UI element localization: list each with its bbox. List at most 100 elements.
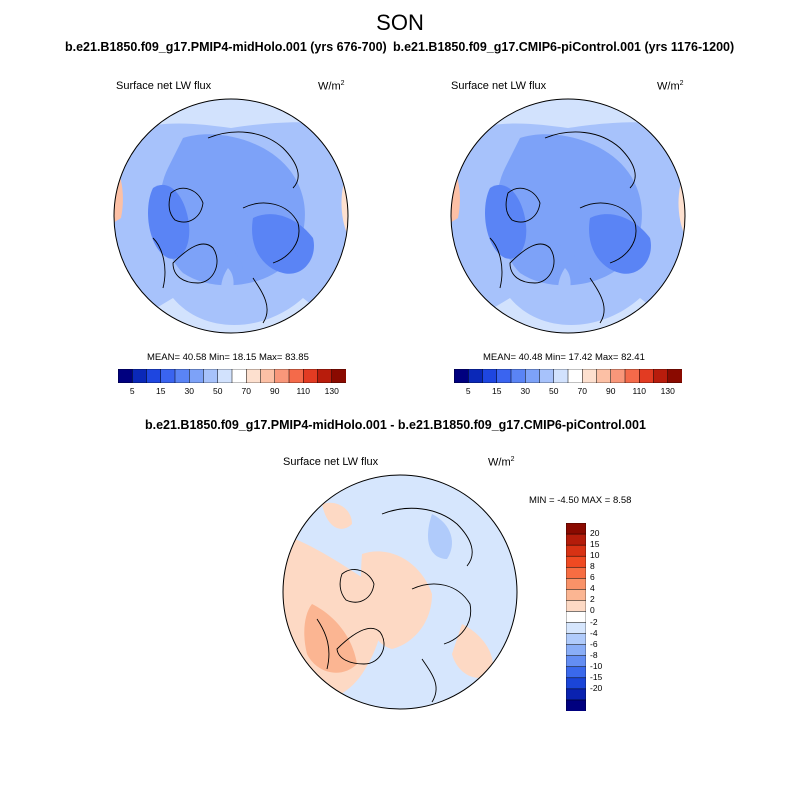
diff-colorbar-box — [566, 544, 586, 557]
panel-2-stats: MEAN= 40.48 Min= 17.42 Max= 82.41 — [483, 352, 645, 363]
diff-colorbar-box — [566, 688, 586, 701]
diff-colorbar-tick-label: 0 — [590, 605, 595, 616]
panel-1-colorbar-box — [246, 369, 262, 383]
panel-2-map — [450, 98, 686, 334]
diff-colorbar-box — [566, 566, 586, 579]
panel-1-colorbar-tick-label: 5 — [129, 386, 135, 396]
panel-2-units: W/m2 — [657, 80, 684, 93]
panel-1-colorbar-tick-label: 50 — [213, 386, 223, 396]
diff-colorbar-box — [566, 555, 586, 568]
panel-2-colorbar-tick-label: 5 — [465, 386, 471, 396]
diff-colorbar-box — [566, 677, 586, 690]
panel-2-colorbar-box — [653, 369, 669, 383]
panel-2-colorbar-box — [510, 369, 526, 383]
diff-panel-colorbar-ticks: 20 15 10 8 6 4 2 0 -2 -4 -6 -8 -10 -15 -20 — [590, 523, 620, 711]
diff-colorbar-box — [566, 622, 586, 635]
panel-1-colorbar-box — [260, 369, 276, 383]
panel-2-title: b.e21.B1850.f09_g17.CMIP6-piControl.001 … — [393, 40, 735, 54]
panel-2-colorbar-box — [468, 369, 484, 383]
diff-panel-units: W/m2 — [488, 456, 515, 469]
panel-2-colorbar-box — [496, 369, 512, 383]
diff-colorbar-tick-label: -8 — [590, 649, 598, 660]
diff-panel-title: b.e21.B1850.f09_g17.PMIP4-midHolo.001 - … — [145, 418, 646, 432]
diff-colorbar-box — [566, 633, 586, 646]
panel-1-colorbar-box — [160, 369, 176, 383]
season-title: SON — [376, 10, 424, 35]
panel-1-colorbar-box — [146, 369, 162, 383]
panel-2-colorbar-box — [454, 369, 469, 383]
diff-colorbar-tick-label: 6 — [590, 572, 595, 583]
diff-colorbar-tick-label: -6 — [590, 638, 598, 649]
panel-1-title: b.e21.B1850.f09_g17.PMIP4-midHolo.001 (y… — [65, 40, 387, 54]
panel-1-colorbar — [118, 369, 346, 383]
diff-colorbar-box — [566, 655, 586, 668]
panel-2-colorbar-box — [553, 369, 569, 383]
diff-colorbar-box — [566, 578, 586, 591]
panel-1-colorbar-box — [288, 369, 304, 383]
panel-2-colorbar-box — [624, 369, 640, 383]
panel-1-colorbar-box — [217, 369, 233, 383]
panel-1-colorbar-box — [274, 369, 290, 383]
diff-colorbar-box — [566, 589, 586, 602]
panel-2-colorbar-tick-label: 130 — [660, 386, 675, 396]
panel-2-colorbar-tick-label: 30 — [520, 386, 530, 396]
panel-2-colorbar-box — [539, 369, 555, 383]
panel-1-units: W/m2 — [318, 80, 345, 93]
diff-panel-stats: MIN = -4.50 MAX = 8.58 — [529, 495, 632, 506]
diff-colorbar-tick-label: 2 — [590, 594, 595, 605]
panel-1-colorbar-tick-label: 30 — [184, 386, 194, 396]
diff-panel-map — [282, 474, 518, 710]
panel-1-colorbar-box — [118, 369, 133, 383]
diff-colorbar-box — [566, 611, 586, 624]
panel-2-colorbar-box — [596, 369, 612, 383]
panel-1-variable: Surface net LW flux — [116, 80, 212, 92]
panel-1-colorbar-box — [331, 369, 346, 383]
diff-colorbar-tick-label: -10 — [590, 660, 603, 671]
panel-1-colorbar-box — [317, 369, 333, 383]
panel-2-colorbar-tick-label: 70 — [577, 386, 587, 396]
diff-colorbar-box — [566, 600, 586, 613]
panel-2-colorbar-box — [482, 369, 498, 383]
diff-colorbar-tick-label: -15 — [590, 671, 603, 682]
panel-1-colorbar-box — [189, 369, 205, 383]
panel-2-colorbar-box — [667, 369, 682, 383]
panel-2-variable: Surface net LW flux — [451, 80, 547, 92]
panel-2-colorbar-ticks: 5 15 30 50 70 90 110 130 — [454, 386, 682, 398]
diff-colorbar-tick-label: -2 — [590, 616, 598, 627]
panel-2-colorbar-tick-label: 50 — [549, 386, 559, 396]
diff-panel-colorbar — [566, 523, 586, 711]
panel-2-colorbar — [454, 369, 682, 383]
panel-1-colorbar-box — [303, 369, 319, 383]
diff-colorbar-tick-label: -20 — [590, 682, 603, 693]
diff-colorbar-tick-label: 15 — [590, 539, 600, 550]
diff-colorbar-tick-label: -4 — [590, 627, 598, 638]
diff-colorbar-tick-label: 8 — [590, 561, 595, 572]
panel-2-colorbar-box — [567, 369, 583, 383]
panel-1-stats: MEAN= 40.58 Min= 18.15 Max= 83.85 — [147, 352, 309, 363]
panel-2-colorbar-tick-label: 110 — [632, 386, 647, 396]
diff-colorbar-box — [566, 523, 586, 535]
panel-2-colorbar-box — [610, 369, 626, 383]
panel-2-colorbar-tick-label: 15 — [492, 386, 502, 396]
diff-colorbar-box — [566, 666, 586, 679]
panel-1-colorbar-ticks: 5 15 30 50 70 90 110 130 — [118, 386, 346, 398]
panel-1-colorbar-tick-label: 110 — [296, 386, 311, 396]
panel-2-colorbar-box — [582, 369, 598, 383]
panel-1-map — [113, 98, 349, 334]
panel-2-colorbar-tick-label: 90 — [606, 386, 616, 396]
diff-colorbar-tick-label: 10 — [590, 550, 600, 561]
panel-1-colorbar-box — [132, 369, 148, 383]
panel-1-colorbar-box — [203, 369, 219, 383]
panel-1-colorbar-box — [174, 369, 190, 383]
panel-2-colorbar-box — [525, 369, 541, 383]
diff-panel-variable: Surface net LW flux — [283, 456, 379, 468]
panel-1-colorbar-tick-label: 15 — [156, 386, 166, 396]
diff-colorbar-box — [566, 644, 586, 657]
diff-colorbar-box — [566, 699, 586, 711]
panel-1-colorbar-box — [231, 369, 247, 383]
panel-2-colorbar-box — [639, 369, 655, 383]
panel-1-colorbar-tick-label: 130 — [324, 386, 339, 396]
panel-1-colorbar-tick-label: 70 — [241, 386, 251, 396]
diff-colorbar-box — [566, 533, 586, 546]
panel-1-colorbar-tick-label: 90 — [270, 386, 280, 396]
